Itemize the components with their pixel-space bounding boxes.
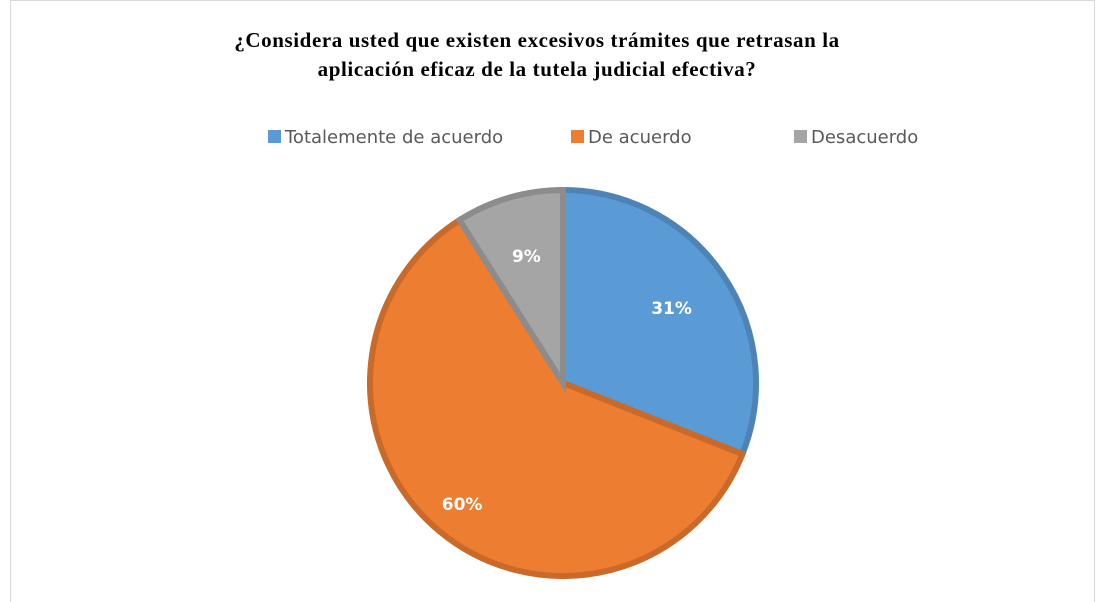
chart-title: aplicación eficaz de la tutela judicial … bbox=[318, 57, 757, 81]
legend-swatch bbox=[268, 130, 281, 143]
pie-slice bbox=[455, 186, 566, 394]
legend-label: Desacuerdo bbox=[811, 127, 918, 148]
legend-label: De acuerdo bbox=[588, 127, 692, 148]
data-label: 31% bbox=[651, 299, 692, 319]
chart-title: ¿Considera usted que existen excesivos t… bbox=[234, 28, 840, 52]
pie-slice bbox=[367, 215, 747, 579]
data-label: 9% bbox=[512, 247, 541, 267]
legend-label: Totalemente de acuerdo bbox=[284, 127, 503, 148]
legend-swatch bbox=[794, 130, 807, 143]
pie-slice bbox=[560, 186, 759, 458]
legend-swatch bbox=[571, 130, 584, 143]
data-label: 60% bbox=[442, 495, 483, 515]
